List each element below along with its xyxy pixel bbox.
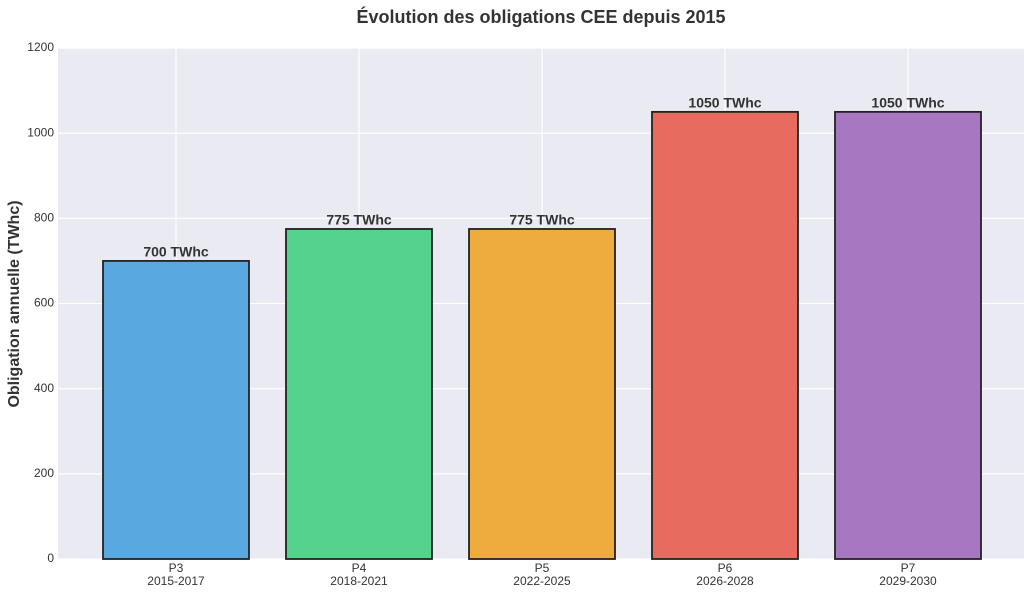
bar (468, 228, 616, 560)
y-axis-label: Obligation annuelle (TWhc) (6, 200, 23, 407)
value-label: 775 TWhc (509, 212, 575, 228)
x-tick-label: 2015-2017 (147, 574, 205, 588)
y-tick-label: 1000 (27, 125, 54, 139)
bar (651, 110, 799, 560)
x-tick-label: P4 (352, 561, 367, 575)
value-label: 1050 TWhc (871, 95, 944, 111)
y-tick-label: 400 (34, 381, 54, 395)
y-tick-label: 600 (34, 296, 54, 310)
value-label: 775 TWhc (326, 212, 392, 228)
x-tick-label: 2026-2028 (696, 574, 754, 588)
x-tick-label: 2022-2025 (513, 574, 571, 588)
chart-title: Évolution des obligations CEE depuis 201… (356, 6, 725, 27)
x-tick-label: P5 (535, 561, 550, 575)
x-tick-label: P6 (718, 561, 733, 575)
y-tick-label: 800 (34, 211, 54, 225)
x-tick-label: 2018-2021 (330, 574, 388, 588)
value-label: 700 TWhc (143, 244, 209, 260)
x-tick-label: P7 (901, 561, 916, 575)
value-label: 1050 TWhc (688, 95, 761, 111)
y-tick-label: 1200 (27, 40, 54, 54)
bar (285, 228, 433, 560)
y-tick-label: 0 (47, 551, 54, 565)
x-tick-label: 2029-2030 (879, 574, 937, 588)
bar (102, 260, 250, 560)
x-tick-label: P3 (169, 561, 184, 575)
y-tick-label: 200 (34, 466, 54, 480)
bar (834, 110, 982, 560)
